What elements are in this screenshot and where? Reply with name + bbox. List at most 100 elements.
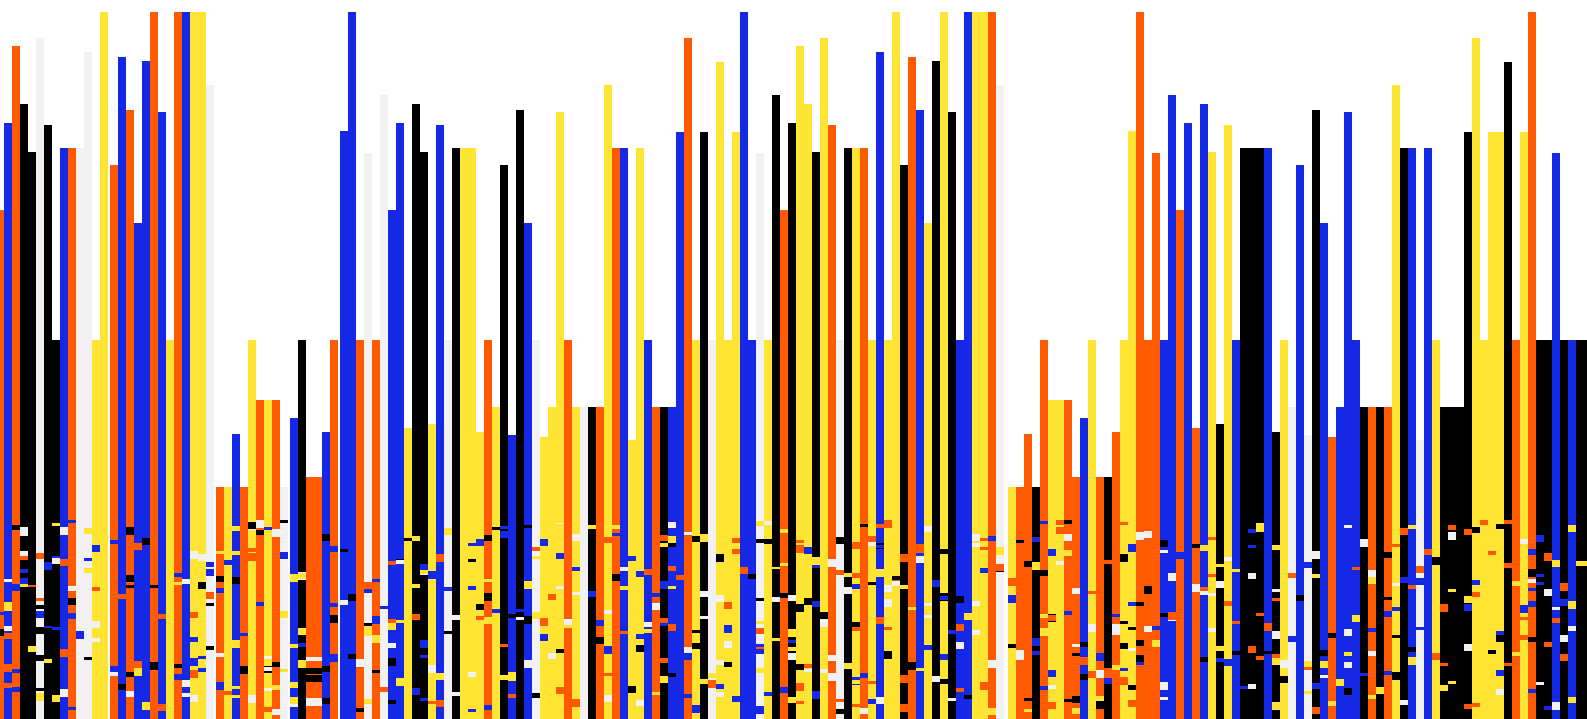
stripe-dash [110,672,118,676]
stripe-bar [996,85,1004,719]
stripe-dash [388,619,396,625]
stripe-dash [652,593,660,597]
stripe-dash [412,536,420,541]
stripe-bar [1264,148,1272,719]
stripe-dash [1440,663,1448,666]
stripe-dash [1464,683,1472,690]
stripe-dash [532,612,540,619]
stripe-dash [604,695,612,702]
stripe-dash [1032,594,1040,601]
stripe-dash [796,532,804,535]
stripe-dash [174,573,182,577]
stripe-bar [1576,340,1587,719]
stripe-dash [110,666,118,672]
stripe-dash [548,639,556,642]
stripe-dash [0,705,4,711]
stripe-dash [484,705,492,710]
stripe-dash [1408,657,1416,665]
stripe-dash [52,534,60,539]
stripe-dash [636,634,644,639]
stripe-dash [356,586,364,590]
stripe-dash [588,659,596,664]
stripe-dash [1568,626,1576,631]
stripe-bar [1536,340,1544,719]
stripe-dash [1360,673,1368,676]
stripe-dash [36,627,44,634]
stripe-bar [804,104,812,719]
stripe-dash [660,535,668,541]
stripe-dash [1560,583,1568,591]
stripe-dash [388,700,396,704]
stripe-dash [764,692,772,696]
stripe-dash [1408,550,1416,553]
stripe-dash [1120,554,1128,562]
stripe-dash [420,564,428,571]
stripe-dash [980,547,988,550]
stripe-dash [1560,635,1568,642]
stripe-dash [924,706,932,710]
stripe-bar [1088,340,1096,719]
stripe-dash [1376,676,1384,681]
stripe-bar [174,12,182,719]
stripe-dash [356,659,364,667]
stripe-dash [272,529,280,537]
stripe-dash [500,526,508,529]
stripe-dash [12,525,20,530]
stripe-dash [1552,618,1560,623]
stripe-dash [908,662,916,670]
stripe-bar [740,12,748,719]
stripe-dash [500,644,508,647]
stripe-dash [306,698,322,706]
stripe-dash [1120,522,1128,525]
stripe-dash [660,658,668,663]
stripe-dash [142,702,150,710]
stripe-dash [1424,617,1432,622]
stripe-dash [804,664,812,668]
stripe-dash [224,630,232,636]
stripe-dash [68,598,76,605]
stripe-bar [1048,400,1056,719]
stripe-dash [756,668,764,673]
stripe-dash [852,584,860,589]
stripe-dash [232,686,240,689]
stripe-bar [52,340,60,719]
stripe-dash [1520,617,1528,620]
stripe-bar [980,12,988,719]
stripe-dash [340,549,348,552]
stripe-dash [206,522,214,529]
stripe-dash [1128,544,1136,552]
stripe-dash [388,683,396,686]
stripe-dash [1280,676,1288,683]
stripe-dash [364,587,372,593]
stripe-dash [1008,662,1016,669]
stripe-dash [956,688,964,692]
stripe-bar [1096,477,1104,719]
stripe-dash [232,526,240,531]
stripe-dash [1536,535,1544,542]
stripe-dash [796,540,804,543]
stripe-dash [572,699,580,707]
stripe-dash [1208,628,1216,632]
stripe-bar [476,432,484,719]
stripe-bar [92,340,100,719]
stripe-bar [1520,132,1528,719]
stripe-bar [206,85,214,719]
stripe-dash [940,654,948,660]
stripe-bar [340,131,348,719]
stripe-dash [524,581,532,589]
stripe-bar [198,12,206,719]
stripe-dash [420,698,428,701]
stripe-dash [948,520,956,524]
stripe-bar [1384,407,1392,719]
stripe-dash [1168,612,1176,616]
stripe-dash [1560,643,1568,649]
stripe-dash [532,693,540,698]
stripe-dash [884,585,892,592]
stripe-dash [1376,687,1384,694]
stripe-dash [126,672,134,677]
stripe-dash [1352,615,1360,622]
stripe-dash [1216,658,1224,662]
stripe-dash [198,554,206,561]
stripe-dash [660,676,668,683]
stripe-dash [1208,524,1216,529]
